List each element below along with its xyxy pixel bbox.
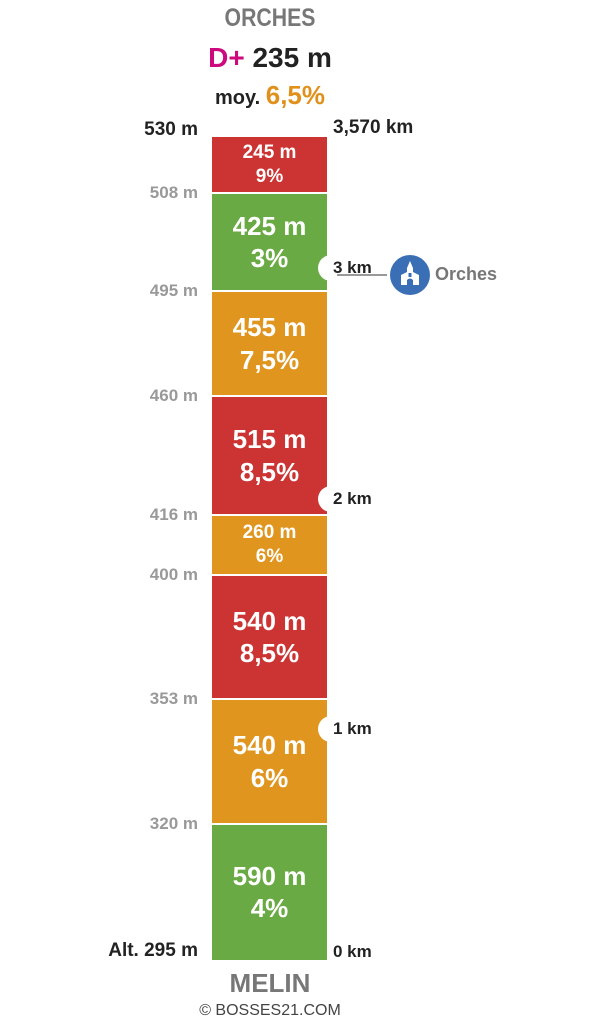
poi-connector-line: [337, 274, 387, 277]
altitude-label: 460 m: [149, 386, 198, 406]
altitude-label: 530 m: [144, 119, 198, 140]
altitude-label: 416 m: [149, 505, 198, 525]
climb-segment: 245 m 9%: [212, 137, 327, 193]
segment-grade-label: 7,5%: [239, 344, 300, 375]
segment-grade-label: 6%: [250, 762, 289, 793]
segment-length-label: 590 m: [232, 860, 307, 891]
poi-marker: [390, 255, 430, 296]
altitude-label: 508 m: [149, 183, 198, 203]
segment-length-label: 245 m: [242, 141, 297, 163]
segment-length-label: 540 m: [232, 730, 307, 761]
segment-grade-label: 8,5%: [239, 638, 300, 669]
poi-label: Orches: [435, 264, 498, 285]
altitude-label: 353 m: [149, 689, 198, 709]
average-grade: moy. 6,5%: [0, 80, 540, 111]
km-marker-label: 0 km: [333, 942, 372, 961]
altitude-label: 495 m: [149, 281, 198, 301]
segment-grade-label: 6%: [255, 546, 284, 568]
church-icon: [398, 260, 422, 291]
segment-length-label: 425 m: [232, 210, 307, 241]
climb-segment: 540 m 6%: [212, 700, 327, 823]
km-marker-notch: [318, 716, 338, 743]
segment-length-label: 540 m: [232, 605, 307, 636]
climb-start-title: MELIN: [229, 968, 311, 998]
segment-length-label: 260 m: [242, 522, 297, 544]
climb-summit-title: ORCHES: [224, 4, 316, 32]
climb-segment: 515 m 8,5%: [212, 397, 327, 515]
start-altitude-label: Alt. 295 m: [108, 940, 198, 961]
segment-length-label: 455 m: [232, 312, 307, 343]
dplus-value: 235 m: [252, 42, 332, 73]
altitude-label: 320 m: [149, 813, 198, 833]
climb-segment: 425 m 3%: [212, 194, 327, 291]
km-marker-label: 1 km: [333, 719, 372, 739]
dplus-prefix: D+: [208, 42, 245, 73]
climb-segment: 590 m 4%: [212, 824, 327, 960]
climb-segment: 455 m 7,5%: [212, 292, 327, 396]
climb-segment: 540 m 8,5%: [212, 576, 327, 699]
moy-value: 6,5%: [265, 80, 326, 110]
segment-grade-label: 8,5%: [239, 456, 300, 487]
segment-grade-label: 3%: [250, 243, 289, 274]
copyright: © BOSSES21.COM: [199, 1002, 341, 1019]
km-marker-label: 3 km: [333, 258, 372, 278]
km-marker-label: 2 km: [333, 488, 372, 508]
segment-grade-label: 4%: [250, 893, 289, 924]
km-marker-notch: [318, 255, 338, 282]
moy-prefix: moy.: [214, 87, 261, 109]
total-distance-label: 3,570 km: [333, 117, 414, 138]
climb-segment: 260 m 6%: [212, 516, 327, 574]
segment-length-label: 515 m: [232, 424, 307, 455]
segment-grade-label: 9%: [255, 165, 284, 187]
elevation-gain: D+ 235 m: [0, 42, 540, 74]
altitude-label: 400 m: [149, 565, 198, 584]
km-marker-notch: [318, 485, 338, 512]
